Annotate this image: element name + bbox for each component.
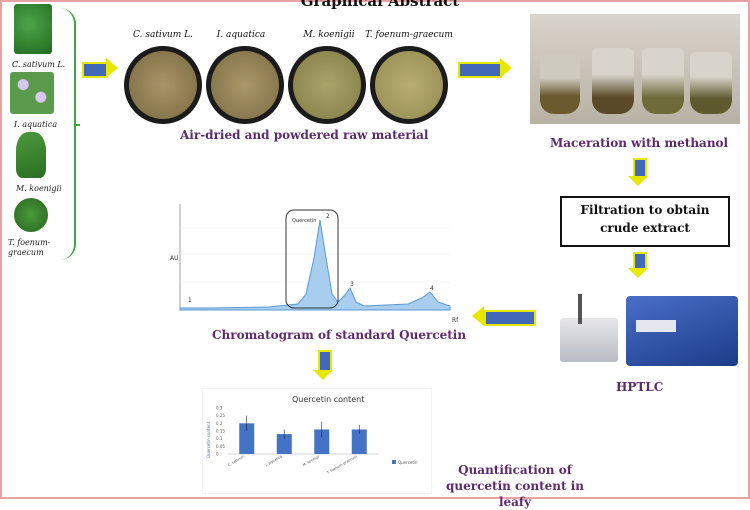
hptlc-arm [578,294,582,324]
caption-hptlc: HPTLC [616,380,664,394]
flask [642,48,684,114]
y-tick-label: 0.2 [216,421,223,426]
arrow-down [633,158,647,178]
arrow-head [313,370,333,380]
caption-maceration: Maceration with methanol [550,136,729,150]
sample-dish [206,46,284,124]
caption-raw-material: Air-dried and powdered raw material [180,128,429,142]
hptlc-panel [636,320,676,332]
arrow-head [628,176,648,186]
caption-chromatogram: Chromatogram of standard Quercetin [212,328,467,342]
y-tick-label: 0.05 [216,444,225,449]
peak-number: 3 [350,281,354,288]
plant-label: T. foenum-graecum [8,238,51,257]
sample-dish [370,46,448,124]
arrow-hptlc-to-chromatogram [484,310,536,326]
legend-swatch [392,460,396,464]
dish-label: T. foenum-graecum [365,30,453,40]
filtration-box: Filtration to obtain crude extract [560,196,730,247]
plant-bracket [52,8,76,260]
arrow-head [500,58,512,78]
bar [239,423,255,454]
arrow-down [318,350,332,372]
chromatogram-trace [179,219,451,311]
chart-legend: Quercetin [398,460,418,465]
arrow-head [628,268,648,278]
y-tick-label: 0.15 [216,429,225,434]
quercetin-peak-label: Quercetin [292,218,316,224]
chromatogram: Quercetin 1 2 3 4 Rf AU [168,198,464,324]
quercetin-bar-chart: Quercetin content Quercetin content Quer… [202,388,432,494]
arrow-plants-to-dishes [82,62,108,78]
flask [592,48,634,114]
peak-number: 4 [430,285,434,292]
maceration-flasks-photo [530,14,740,124]
peak-number: 2 [326,213,330,220]
flask [690,52,732,114]
sample-dish [288,46,366,124]
plant-photo-c-sativum [14,4,52,54]
dish-label: C. sativum L. [133,30,193,40]
plant-photo-m-koenigii [16,132,46,178]
caption-quantification: Quantification of quercetin content in l… [446,463,584,509]
sample-dish [124,46,202,124]
arrow-head [472,306,484,326]
plant-photo-i-aquatica [10,72,54,114]
y-tick-label: 0.25 [216,413,225,418]
plant-label: C. sativum L. [12,60,66,69]
bracket-tip [74,124,80,126]
dish-label: I. aquatica [216,30,266,40]
y-tick-label: 0.1 [216,436,223,441]
quercetin-highlight [285,209,339,309]
hptlc-instrument-photo [556,292,746,370]
y-tick-label: 0.3 [216,406,223,411]
chart-title: Quercetin content [292,395,364,404]
x-axis-label: Rf [452,317,459,324]
page-frame [0,0,750,499]
plant-photo-t-foenum-graecum [14,198,48,232]
arrow-head [106,58,118,78]
plant-label: M. koenigii [16,184,62,193]
hptlc-applicator [560,318,618,362]
filtration-label: Filtration to obtain crude extract [580,203,710,235]
peak-number: 1 [188,297,192,304]
page-title: Graphical Abstract [300,0,460,10]
y-axis-label: AU [170,255,179,262]
arrow-dishes-to-maceration [458,62,502,78]
plant-label: I. aquatica [14,120,58,129]
y-tick-label: 0 [216,452,219,457]
flask [540,54,580,114]
dish-label: M. koenigii [303,30,355,40]
chart-ylabel: Quercetin content [206,421,211,458]
bar [351,429,367,454]
bar [276,434,292,454]
bar [314,429,330,454]
